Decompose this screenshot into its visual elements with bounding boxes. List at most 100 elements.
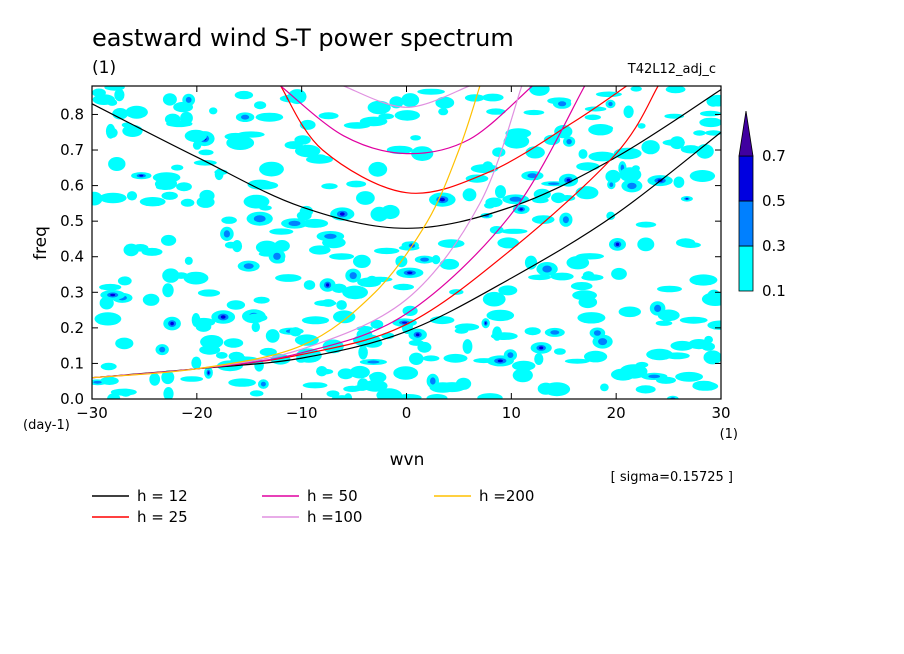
colorbar-segment (738, 200, 754, 247)
contour-cell-low (707, 94, 721, 107)
contour-cell-low (243, 194, 270, 209)
contour-cell-low (183, 271, 209, 285)
y-axis-ticks: 0.0 0.1 0.2 0.3 0.4 0.5 0.6 0.7 0.8 (60, 105, 721, 408)
contour-cell-low (234, 90, 254, 100)
contour-cell-low (247, 179, 273, 190)
contour-cell-low (254, 101, 267, 110)
contour-cell-high (220, 315, 226, 319)
contour-cell-low (259, 161, 284, 177)
contour-cell-low (313, 154, 327, 161)
contour-cell-low (656, 376, 676, 384)
contour-cell-high (170, 321, 174, 326)
y-axis-unit: (day-1) (23, 418, 70, 433)
contour-cell-low (331, 395, 353, 399)
contour-cell-low (605, 169, 621, 184)
contour-cell-low (359, 116, 388, 127)
contour-cell-low (417, 341, 432, 353)
contour-cell-low (316, 368, 334, 375)
contour-cell-mid (527, 173, 538, 179)
contour-cell-low (180, 376, 204, 382)
contour-cell-low (393, 283, 414, 291)
contour-cell-low (363, 380, 388, 392)
contour-cell-low (572, 290, 597, 301)
legend-label-h100: h =100 (307, 508, 362, 526)
contour-cell-low (576, 162, 600, 171)
contour-cell-low (142, 293, 160, 306)
contour-cell-low (199, 345, 221, 355)
contour-cell-low (161, 370, 175, 385)
contour-cell-low (595, 91, 622, 98)
contour-cell-low (162, 268, 180, 283)
contour-cell-low (353, 254, 371, 268)
contour-cell-low (417, 88, 445, 95)
contour-cell-low (122, 124, 143, 137)
contour-cell-low (454, 327, 469, 334)
contour-cell-low (259, 347, 277, 357)
contour-cell-low (670, 340, 694, 351)
y-axis-label: freq (31, 226, 51, 260)
contour-cell-mid (253, 215, 266, 223)
x-tick-label: −10 (286, 404, 318, 422)
contour-cell-low (191, 356, 202, 370)
sigma-note: [ sigma=0.15725 ] (611, 470, 733, 485)
contour-cell-low (104, 86, 125, 91)
dispersion-curve-h50-gravity (280, 86, 533, 155)
dispersion-curves (92, 86, 721, 379)
contour-cell-low (581, 274, 604, 281)
contour-cell-low (703, 350, 721, 365)
contour-cell-low (455, 377, 472, 390)
contour-cell-low (498, 285, 518, 296)
contour-cell-high (615, 242, 620, 246)
y-tick-label: 0.5 (60, 212, 84, 230)
contour-cell-low (438, 107, 449, 116)
contour-cell-low (269, 228, 294, 235)
contour-cell-low (426, 394, 448, 399)
contour-cell-low (342, 285, 368, 300)
contour-cell-low (422, 355, 440, 362)
contour-cell-low (534, 353, 544, 365)
contour-cell-low (465, 174, 489, 183)
contour-cell-low (692, 380, 715, 390)
contour-cell-low (401, 93, 420, 108)
contour-cell-low (237, 131, 265, 138)
contour-cell-low (224, 241, 237, 249)
contour-cell-low (443, 353, 468, 363)
contour-cell-low (635, 361, 649, 368)
contour-cell-low (110, 388, 137, 396)
contour-cell-low (523, 109, 545, 116)
contour-cell-low (259, 205, 272, 211)
contour-cell-low (623, 105, 634, 119)
y-tick-label: 0.2 (60, 319, 84, 337)
contour-cell-low (490, 332, 518, 340)
contour-cell-mid (648, 374, 661, 379)
contour-cell-low (680, 242, 701, 248)
contour-cell-mid (608, 101, 613, 107)
contour-cell-low (575, 186, 599, 200)
contour-cell-low (500, 228, 528, 234)
contour-cell-low (126, 191, 138, 201)
contour-cell-high (519, 208, 523, 211)
contour-cell-low (588, 124, 613, 136)
contour-cell-low (489, 226, 504, 234)
contour-cell-low (409, 352, 424, 365)
x-tick-label: 0 (402, 404, 412, 422)
y-tick-label: 0.6 (60, 177, 84, 195)
contour-cell-low (482, 161, 493, 170)
contour-cell-low (529, 86, 550, 96)
y-tick-label: 0.1 (60, 354, 84, 372)
contour-cell-low (512, 368, 533, 383)
contour-cell-low (139, 197, 166, 207)
contour-cell-low (374, 247, 400, 255)
contour-cell-low (566, 256, 590, 270)
contour-cell-low (559, 195, 576, 202)
contour-cell-low (497, 237, 519, 249)
contour-cell-low (700, 110, 721, 117)
contour-cell-low (338, 370, 348, 376)
contour-cell-low (346, 180, 367, 188)
contour-cell-low (696, 144, 714, 159)
contour-cell-mid (260, 381, 266, 387)
contour-cell-high (685, 198, 689, 200)
contour-cell-mid (273, 252, 281, 260)
colorbar-label: 0.5 (762, 192, 786, 210)
contour-cell-mid (243, 263, 254, 269)
